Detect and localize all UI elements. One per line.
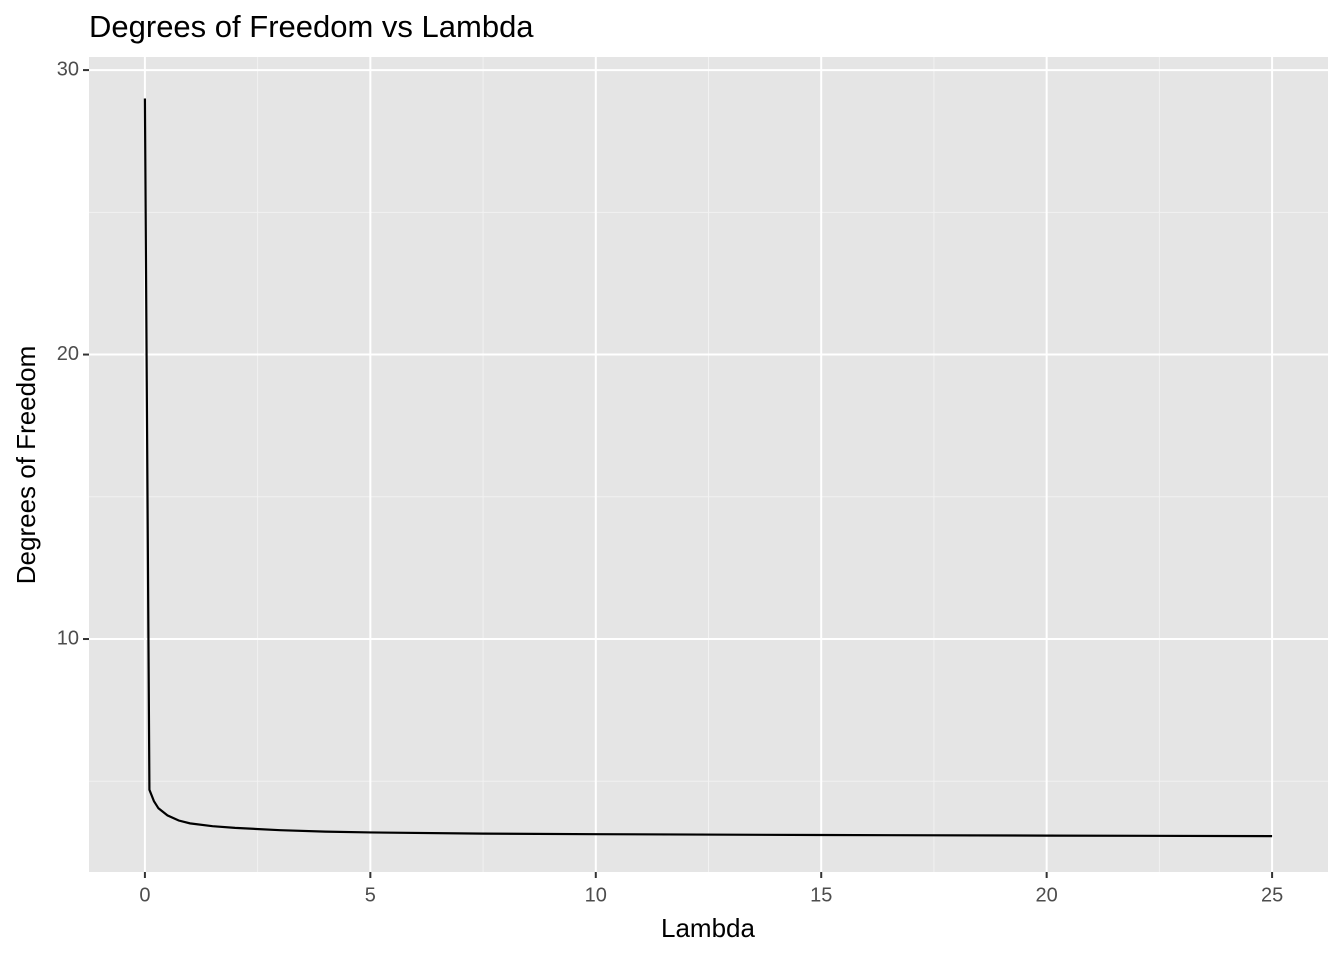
chart-title: Degrees of Freedom vs Lambda [89, 9, 534, 44]
x-tick-label: 20 [1036, 884, 1058, 906]
data-line [143, 98, 1273, 838]
x-tick-label: 10 [585, 884, 607, 906]
x-tick-label: 15 [810, 884, 832, 906]
x-tick-label: 5 [365, 884, 376, 906]
y-axis-title: Degrees of Freedom [11, 346, 41, 584]
y-tick-label: 20 [57, 343, 79, 365]
y-tick-label: 30 [57, 58, 79, 80]
x-tick-label: 25 [1261, 884, 1283, 906]
x-tick-label: 0 [139, 884, 150, 906]
y-tick-label: 10 [57, 627, 79, 649]
x-axis-title: Lambda [661, 913, 755, 943]
